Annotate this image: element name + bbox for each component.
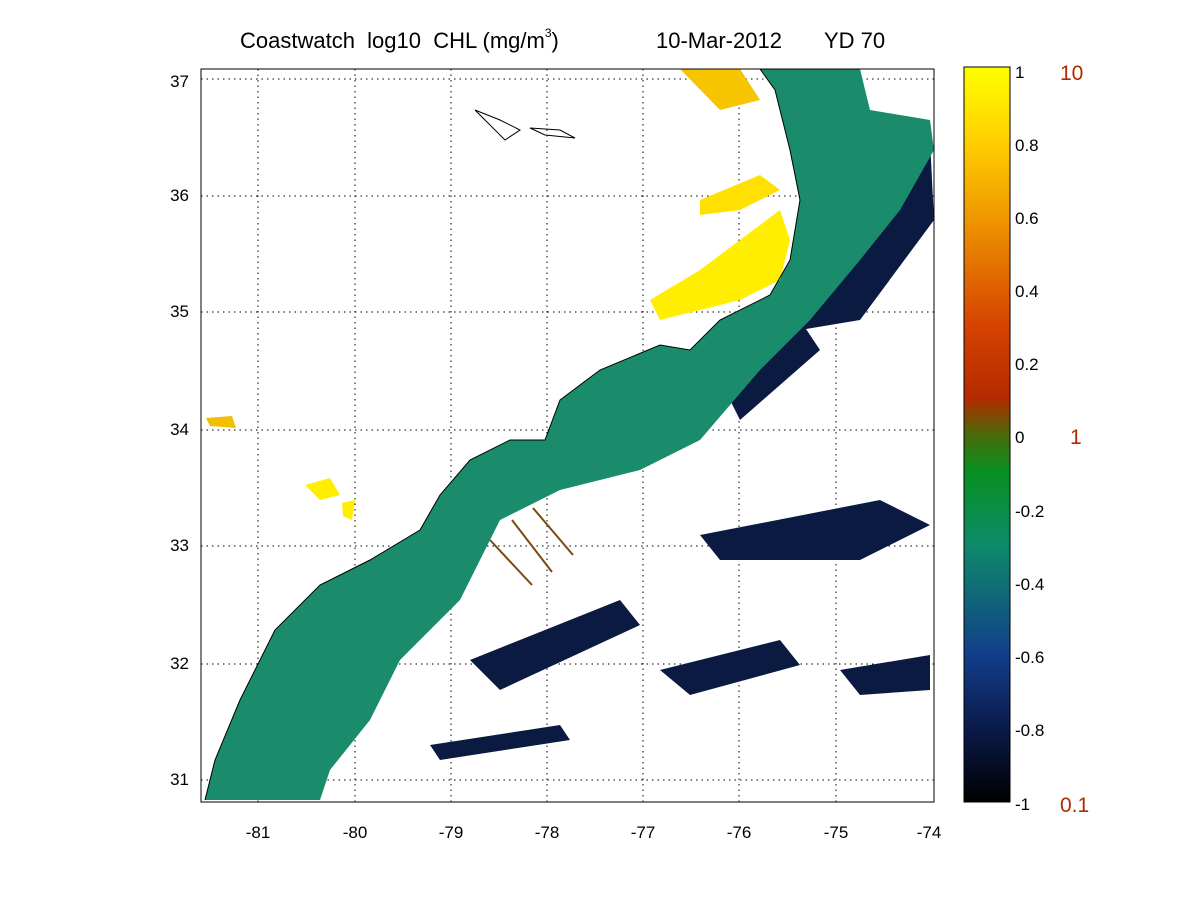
title-close: ) [551,28,559,53]
colorbar-tick: 0.4 [1015,282,1039,301]
inland-lake [206,416,236,428]
colorbar-tick: -0.8 [1015,721,1045,740]
colorbar-alt-label: 1 [1070,426,1082,449]
albemarle-sound [700,175,780,215]
colorbar-alt-label: 0.1 [1060,794,1090,817]
lake-outline [474,109,576,141]
y-tick-label: 37 [170,72,189,91]
x-tick-label: -75 [823,823,849,842]
title-superscript: 3 [544,26,552,40]
y-tick-label: 35 [170,302,189,321]
y-tick-label: 32 [170,654,189,673]
coastline [204,69,801,801]
x-tick-label: -74 [916,823,942,842]
colorbar-tick: -1 [1015,795,1031,814]
plot-frame [200,68,935,803]
colorbar-tick: -0.6 [1015,648,1045,667]
x-tick-label: -80 [342,823,368,842]
inland-lake [305,478,340,500]
plume-lines [489,507,574,586]
pamlico-sound [650,210,790,320]
map-title: Coastwatch log10 CHL (mg/m3) 10-Mar-2012 Y… [240,26,885,54]
y-tick-label: 34 [170,420,189,439]
x-tick-label: -79 [438,823,464,842]
title-text: Coastwatch log10 CHL (mg/m [240,28,545,53]
colorbar-tick: 0 [1015,428,1025,447]
x-tick-label: -78 [534,823,560,842]
y-tick-label: 31 [170,770,189,789]
colorbar-tick: -0.2 [1015,502,1045,521]
colorbar-tick: -0.4 [1015,575,1045,594]
colorbar [963,66,1011,803]
colorbar-tick: 0.8 [1015,136,1039,155]
inland-lake [342,500,355,520]
colorbar-tick: 0.6 [1015,209,1039,228]
colorbar-tick: 1 [1015,63,1025,82]
colorbar-tick: 0.2 [1015,355,1039,374]
x-tick-label: -81 [245,823,271,842]
title-yearday: YD 70 [824,28,886,53]
x-tick-label: -77 [630,823,656,842]
y-tick-label: 33 [170,536,189,555]
chesapeake-mouth [680,69,760,110]
title-date: 10-Mar-2012 [656,28,782,53]
colorbar-alt-label: 10 [1060,62,1084,85]
shelf-chlorophyll [205,69,934,800]
x-tick-label: -76 [726,823,752,842]
y-tick-label: 36 [170,186,189,205]
